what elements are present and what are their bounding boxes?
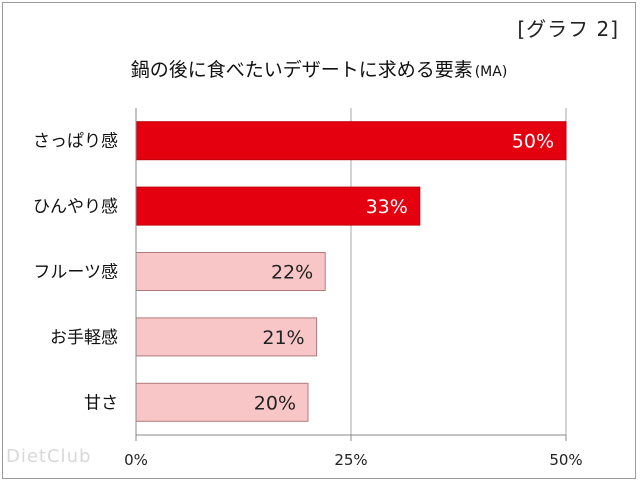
value-label: 20% <box>254 392 296 414</box>
chart-frame: [グラフ 2] 鍋の後に食べたいデザートに求める要素 (MA) <box>2 2 636 479</box>
category-label: お手軽感 <box>50 328 118 348</box>
value-label: 21% <box>262 327 304 349</box>
graph-tag: [グラフ 2] <box>517 17 619 41</box>
chart-title-suffix: (MA) <box>474 64 508 80</box>
category-label: 甘さ <box>84 393 118 413</box>
value-label: 33% <box>366 196 408 218</box>
chart-title-text: 鍋の後に食べたいデザートに求める要素 <box>130 59 473 81</box>
bar-1 <box>135 121 567 161</box>
category-label: ひんやり感 <box>33 197 118 217</box>
category-label: フルーツ感 <box>33 263 118 283</box>
watermark-logo: DietClub <box>6 446 92 467</box>
value-label: 22% <box>271 262 313 284</box>
chart-title: 鍋の後に食べたいデザートに求める要素 (MA) <box>3 55 635 82</box>
bar-2 <box>135 186 421 226</box>
x-tick-label: 0% <box>124 451 148 469</box>
x-tick-label: 50% <box>549 451 582 469</box>
category-label: さっぱり感 <box>33 132 118 152</box>
x-tick-label: 25% <box>334 451 367 469</box>
value-label: 50% <box>512 131 554 153</box>
